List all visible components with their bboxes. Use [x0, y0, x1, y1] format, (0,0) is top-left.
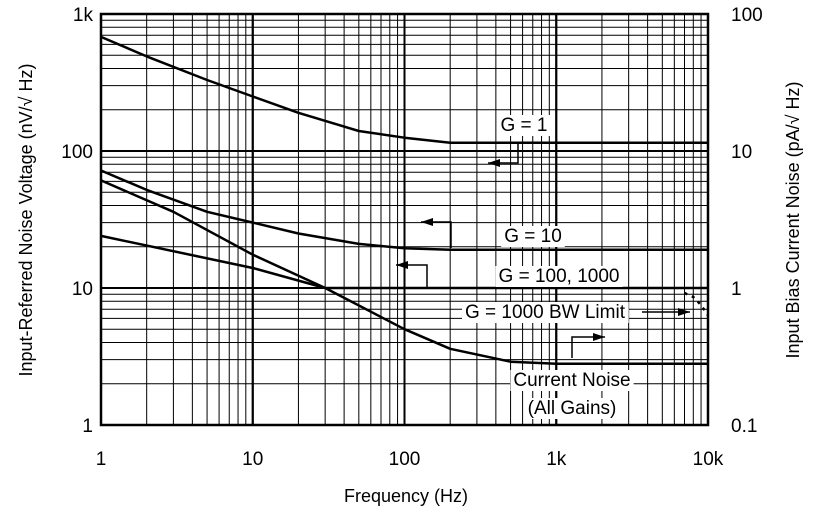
arrow-head	[396, 261, 408, 269]
annotation-label: Current Noise	[513, 370, 630, 391]
annotation-bg	[495, 266, 623, 287]
x-axis-title: Frequency (Hz)	[344, 486, 468, 506]
series-line	[100, 169, 708, 252]
y-tick-label: 10	[72, 279, 93, 300]
y-tick-label: 1	[82, 416, 93, 437]
plot-border	[99, 12, 710, 427]
annotation-label: G = 100, 1000	[499, 266, 620, 287]
annotation-label: G = 1000 BW Limit	[465, 302, 626, 323]
y2-tick-label: 1	[731, 279, 742, 300]
arrow-head	[488, 159, 500, 167]
series-lines	[100, 35, 710, 365]
y-tick-label: 1k	[73, 5, 94, 26]
arrow-line	[488, 144, 519, 164]
annotations: G = 1 G = 10 G = 100, 1000 G = 1000 BW Limi…	[396, 115, 690, 419]
arrow-line	[396, 264, 428, 288]
annotation-bg	[510, 370, 634, 391]
x-tick-label: 10	[242, 449, 263, 470]
series-line	[100, 35, 708, 144]
arrow-head	[593, 333, 605, 341]
y-axis-title: Input-Referred Noise Voltage (nV/√ Hz)	[16, 63, 36, 376]
y-tick-label: 100	[61, 142, 93, 163]
y2-tick-label: 10	[731, 142, 752, 163]
annotation-label: G = 1	[501, 115, 548, 136]
x-tick-label: 10k	[693, 449, 724, 470]
y2-tick-label: 100	[731, 5, 763, 26]
arrow-line	[421, 221, 452, 248]
x-tick-label: 100	[389, 449, 421, 470]
x-tick-label: 1	[96, 449, 107, 470]
arrow-line	[571, 336, 605, 358]
annotation-bg	[497, 115, 551, 136]
annotation-bg	[462, 302, 629, 323]
y2-tick-label: 0.1	[731, 416, 757, 437]
annotation-bg	[501, 226, 565, 247]
x-tick-label: 1k	[546, 449, 567, 470]
series-line	[100, 234, 708, 290]
tick-labels: 1 10 100 1k 10k 1 10 100 1k 0.1 1 10 100	[61, 5, 762, 470]
annotation-label: G = 10	[504, 226, 562, 247]
annotation-label: (All Gains)	[528, 398, 617, 419]
plot-frame	[99, 12, 710, 427]
series-line	[100, 179, 708, 365]
arrow-head	[678, 308, 690, 316]
arrow-head	[421, 218, 433, 226]
annotation-bg	[524, 398, 620, 419]
y2-axis-title: Input Bias Current Noise (pA/√ Hz)	[783, 82, 803, 359]
